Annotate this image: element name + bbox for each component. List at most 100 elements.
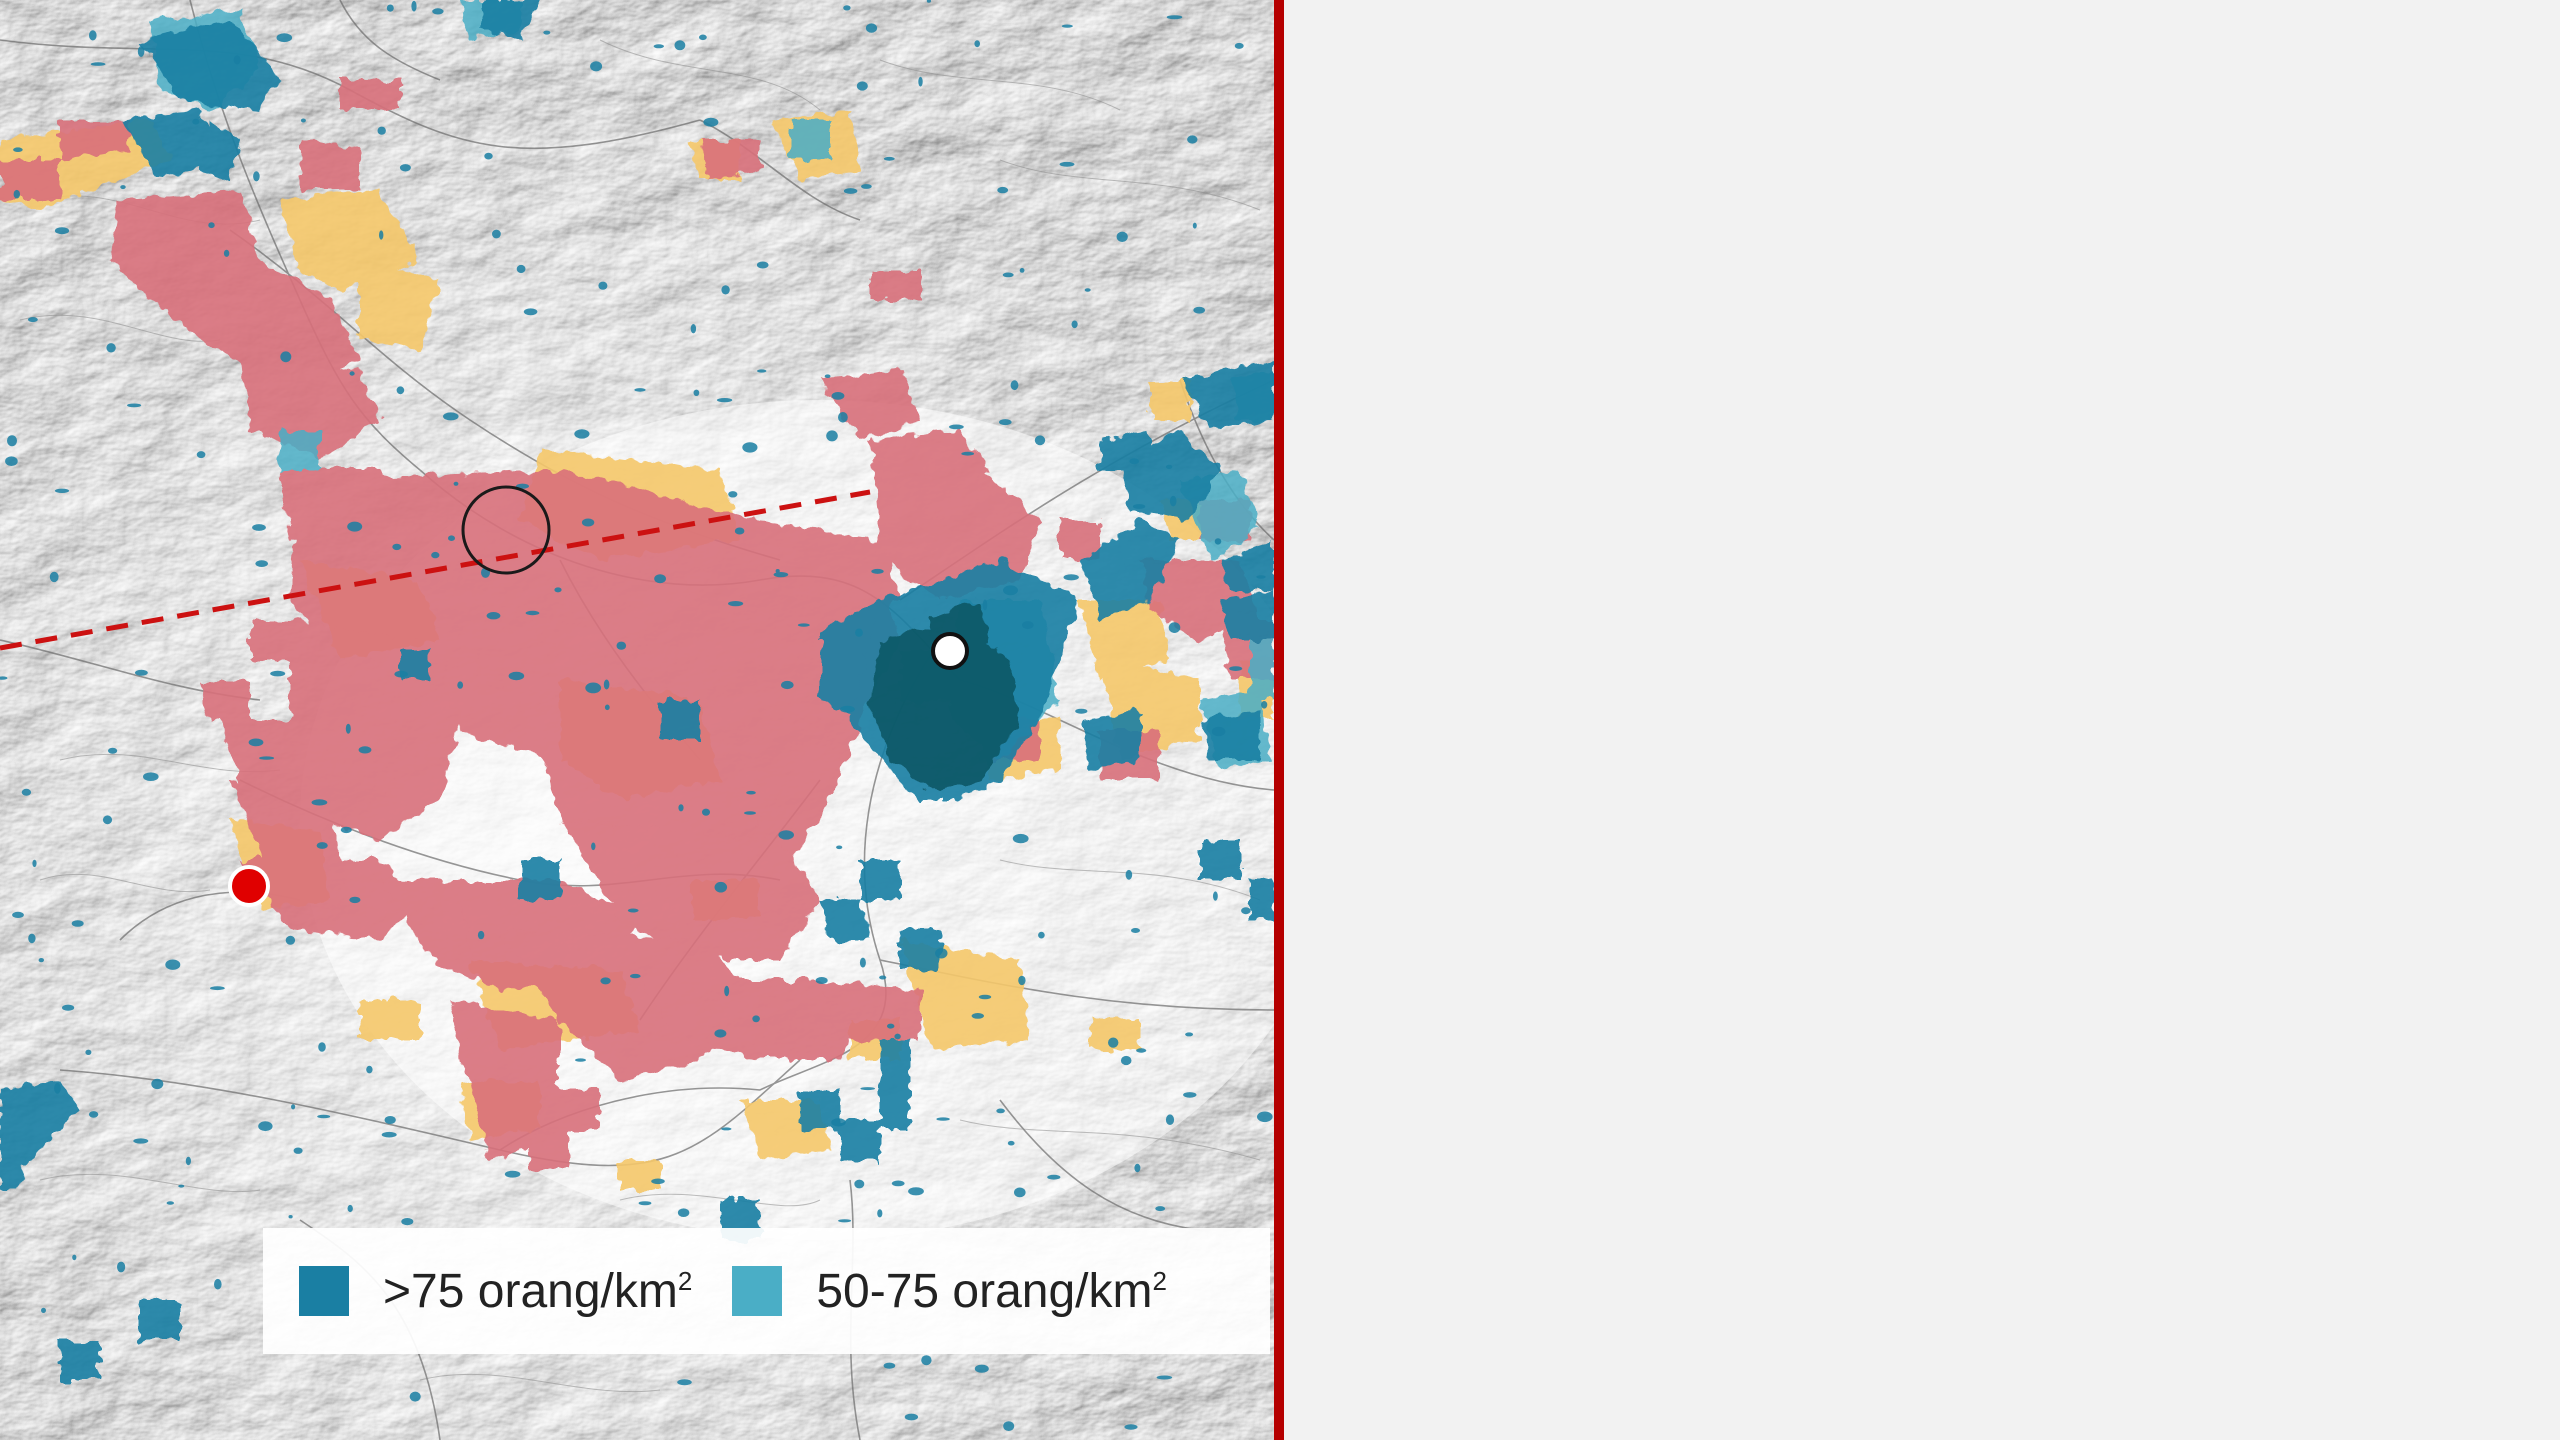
density-speck xyxy=(492,229,501,239)
density-speck xyxy=(349,896,361,904)
density-speck xyxy=(1136,1048,1147,1053)
red-dot-marker-icon[interactable] xyxy=(228,865,270,907)
density-speck xyxy=(214,1278,222,1290)
density-speck xyxy=(90,62,106,66)
density-speck xyxy=(1256,575,1266,579)
density-speck xyxy=(381,1131,397,1138)
density-speck xyxy=(1003,585,1018,596)
density-speck xyxy=(7,435,17,447)
density-speck xyxy=(54,1082,61,1094)
density-speck xyxy=(54,488,70,493)
density-speck xyxy=(108,747,118,754)
density-speck xyxy=(949,424,964,430)
density-speck xyxy=(971,1013,984,1019)
density-speck xyxy=(894,1033,901,1040)
density-speck xyxy=(1155,1206,1166,1212)
density-speck xyxy=(543,30,551,35)
density-speck xyxy=(674,40,686,51)
legend-label-mid: 50-75 orang/km2 xyxy=(816,1264,1167,1318)
density-speck xyxy=(693,389,700,396)
density-speck xyxy=(280,351,292,363)
density-speck xyxy=(978,994,992,1000)
density-speck xyxy=(133,1138,149,1144)
density-specks xyxy=(0,0,1273,1431)
density-speck xyxy=(1193,306,1205,314)
density-speck xyxy=(1169,495,1177,507)
density-speck xyxy=(856,81,868,91)
density-speck xyxy=(293,1147,303,1154)
density-speck xyxy=(318,1042,326,1052)
density-speck xyxy=(721,1127,732,1131)
density-speck xyxy=(591,842,596,851)
density-speck xyxy=(117,1261,126,1273)
density-speck xyxy=(1002,272,1014,278)
density-speck xyxy=(431,551,440,559)
density-speck xyxy=(1213,891,1218,901)
density-speck xyxy=(453,481,459,486)
density-speck xyxy=(12,911,24,919)
density-speck xyxy=(871,568,884,574)
density-speck xyxy=(677,1208,690,1217)
density-speck xyxy=(185,1156,191,1166)
density-speck xyxy=(778,830,794,840)
density-speck xyxy=(1165,464,1173,469)
density-speck xyxy=(71,920,84,927)
map-canvas[interactable] xyxy=(0,0,1274,1440)
density-speck xyxy=(347,1204,353,1213)
density-speck xyxy=(936,1117,950,1121)
density-speck xyxy=(1214,538,1222,545)
density-speck xyxy=(396,386,405,395)
density-speck xyxy=(838,412,848,423)
density-speck xyxy=(345,723,351,734)
density-speck xyxy=(394,670,409,678)
density-speck xyxy=(384,1116,396,1124)
density-speck xyxy=(1125,869,1133,880)
density-speck xyxy=(877,1209,883,1218)
density-speck xyxy=(721,285,730,295)
white-dot-marker-icon[interactable] xyxy=(931,632,969,670)
density-speck xyxy=(1075,708,1088,714)
density-speck xyxy=(1156,1375,1173,1380)
density-speck xyxy=(88,1111,99,1118)
density-speck xyxy=(349,371,355,376)
density-speck xyxy=(1166,15,1183,20)
density-speck xyxy=(1261,701,1268,709)
density-speck xyxy=(486,612,501,620)
density-speck xyxy=(756,261,769,269)
density-speck xyxy=(724,985,730,997)
density-speck xyxy=(703,117,719,127)
density-speck xyxy=(603,679,610,690)
density-speck xyxy=(714,1029,727,1038)
density-speck xyxy=(1003,1421,1015,1431)
density-speck xyxy=(1059,161,1075,167)
density-speck xyxy=(752,1015,760,1023)
density-speck xyxy=(1165,1114,1175,1125)
density-speck xyxy=(13,189,20,199)
density-speck xyxy=(716,398,733,403)
density-speck xyxy=(401,1218,414,1226)
density-speck xyxy=(826,430,838,442)
map-panel[interactable]: >75 orang/km2 50-75 orang/km2 xyxy=(0,0,1274,1440)
density-speck xyxy=(258,1121,273,1132)
map-legend: >75 orang/km2 50-75 orang/km2 xyxy=(263,1228,1270,1354)
density-speck xyxy=(1071,320,1078,329)
empty-panel xyxy=(1284,0,2560,1440)
density-speck xyxy=(28,317,38,323)
density-speck xyxy=(165,959,181,970)
density-speck xyxy=(1012,833,1029,844)
legend-item-high-density: >75 orang/km2 xyxy=(299,1264,692,1319)
density-speck xyxy=(974,40,980,48)
density-speck xyxy=(386,4,394,12)
density-speck xyxy=(525,610,540,616)
density-speck xyxy=(574,429,590,439)
density-speck xyxy=(815,977,828,984)
density-speck xyxy=(1192,222,1197,229)
density-speck xyxy=(843,188,858,194)
density-speck xyxy=(366,1065,373,1074)
density-speck xyxy=(999,419,1012,426)
density-speck xyxy=(598,281,608,290)
density-speck xyxy=(21,788,32,796)
density-speck xyxy=(904,1413,919,1421)
density-speck xyxy=(908,1187,924,1196)
density-speck xyxy=(85,1049,92,1056)
